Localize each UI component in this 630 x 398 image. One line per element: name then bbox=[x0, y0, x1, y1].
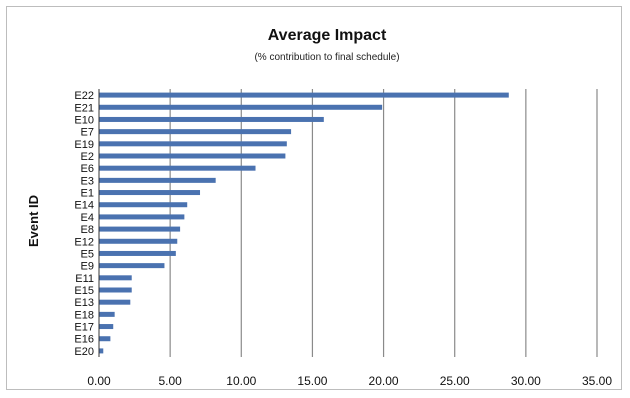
y-tick-label: E9 bbox=[81, 261, 94, 273]
y-tick-label: E21 bbox=[74, 102, 94, 114]
bar bbox=[99, 348, 104, 354]
y-tick-label: E7 bbox=[81, 127, 94, 139]
y-tick-label: E6 bbox=[81, 163, 94, 175]
y-tick-label: E4 bbox=[81, 212, 94, 224]
bar bbox=[99, 141, 287, 147]
x-tick-label: 15.00 bbox=[297, 374, 327, 388]
bar bbox=[99, 263, 165, 269]
bar bbox=[99, 275, 132, 281]
x-tick-label: 25.00 bbox=[440, 374, 470, 388]
y-tick-label: E10 bbox=[74, 114, 94, 126]
x-tick-label: 20.00 bbox=[369, 374, 399, 388]
y-tick-label: E15 bbox=[74, 285, 94, 297]
y-axis-label: Event ID bbox=[26, 195, 41, 247]
y-tick-label: E11 bbox=[75, 273, 94, 285]
y-tick-label: E3 bbox=[81, 175, 94, 187]
y-tick-label: E17 bbox=[74, 322, 94, 334]
y-tick-label: E2 bbox=[81, 151, 94, 163]
y-tick-label: E22 bbox=[74, 90, 94, 102]
x-tick-label: 10.00 bbox=[226, 374, 256, 388]
y-tick-label: E20 bbox=[74, 346, 94, 358]
bar bbox=[99, 311, 115, 317]
bar bbox=[99, 226, 181, 232]
bar bbox=[99, 299, 131, 305]
y-tick-label: E13 bbox=[74, 297, 94, 309]
bar bbox=[99, 336, 111, 342]
bar bbox=[99, 202, 188, 208]
y-tick-label: E12 bbox=[74, 236, 94, 248]
bar bbox=[99, 177, 216, 183]
x-tick-labels: 0.00 5.00 10.00 15.00 20.00 25.00 30.00 35.00 bbox=[87, 374, 612, 388]
x-tick-label: 0.00 bbox=[87, 374, 111, 388]
y-tick-label: E5 bbox=[81, 248, 94, 260]
bar bbox=[99, 153, 286, 159]
bar bbox=[99, 104, 383, 110]
y-tick-label: E18 bbox=[74, 309, 94, 321]
bar bbox=[99, 287, 132, 293]
x-tick-label: 5.00 bbox=[158, 374, 182, 388]
y-tick-label: E19 bbox=[74, 139, 94, 151]
y-tick-label: E16 bbox=[74, 334, 94, 346]
y-tick-label: E14 bbox=[74, 200, 94, 212]
x-tick-label: 35.00 bbox=[582, 374, 612, 388]
bar bbox=[99, 214, 185, 220]
category-labels: E22E21E10E7E19E2E6E3E1E14E4E8E12E5E9E11E… bbox=[74, 90, 94, 358]
bar bbox=[99, 129, 292, 135]
bar bbox=[99, 116, 324, 122]
chart-subtitle: (% contribution to final schedule) bbox=[254, 52, 399, 63]
bars bbox=[99, 92, 509, 354]
bar bbox=[99, 238, 178, 244]
chart-title: Average Impact bbox=[268, 27, 387, 44]
bar bbox=[99, 324, 114, 330]
y-tick-label: E1 bbox=[81, 188, 94, 200]
bar bbox=[99, 250, 176, 256]
bar bbox=[99, 190, 201, 196]
bar bbox=[99, 165, 256, 171]
bar bbox=[99, 92, 509, 98]
y-tick-label: E8 bbox=[81, 224, 94, 236]
x-tick-label: 30.00 bbox=[511, 374, 541, 388]
